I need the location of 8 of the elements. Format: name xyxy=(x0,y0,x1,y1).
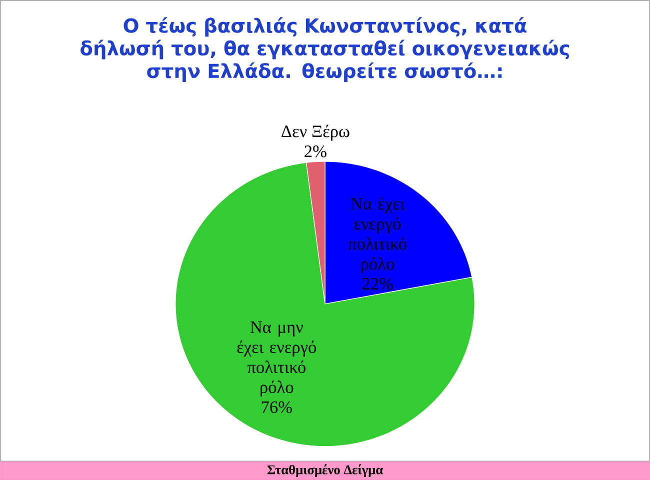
data-label: 76% xyxy=(262,401,292,413)
data-label: 2% xyxy=(304,145,326,158)
text: Σταθμισμένο Δείγμα xyxy=(267,464,383,477)
slice-label: Να έχει ενεργό πολιτικό ρόλο xyxy=(348,197,406,273)
slice-label: Δεν Ξέρω xyxy=(282,124,350,140)
slice-label: Να μην έχει ενεργό πολιτικό ρόλο xyxy=(237,321,316,396)
chart-title: Ο τέως βασιλιάς Κωνσταντίνος, κατά δήλωσή του, θα εγκατασταθεί οικογενειακώς στην Ελλάδα. θεωρείτε σωστό…: xyxy=(80,16,569,82)
data-label: 22% xyxy=(362,278,393,290)
